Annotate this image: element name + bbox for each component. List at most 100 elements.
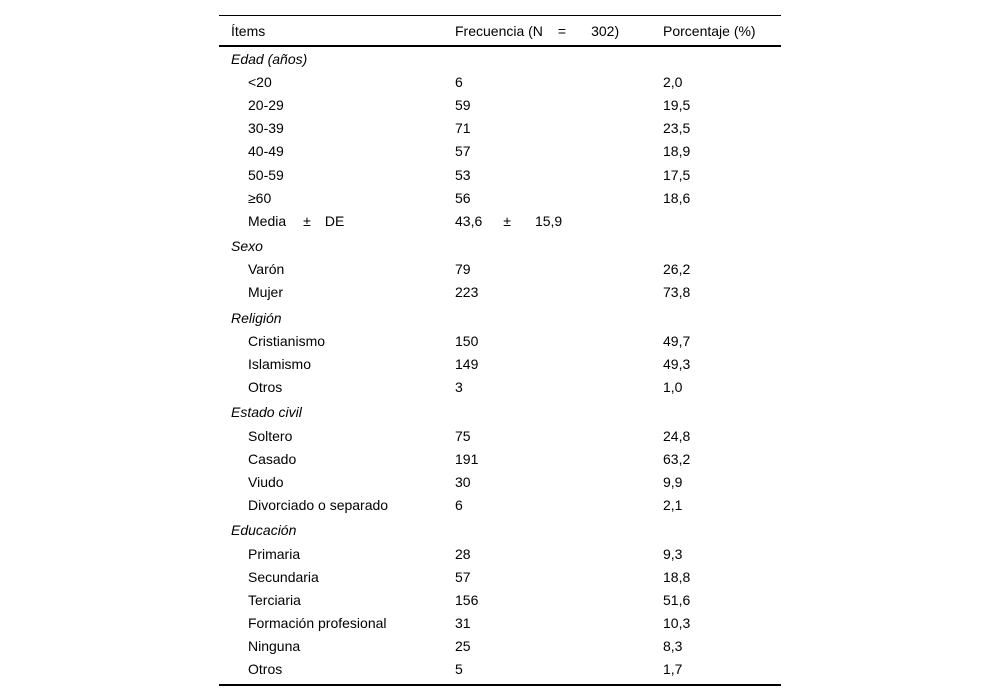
column-header-frequency: Frecuencia (N = 302): [455, 23, 663, 39]
row-percentage: 24,8: [663, 427, 691, 444]
cell-part: 43,6: [455, 212, 483, 229]
cell-part: 15,9: [534, 212, 563, 229]
section-label: Estado civil: [231, 404, 302, 421]
row-frequency: 6: [455, 497, 463, 514]
row-percentage: 18,8: [663, 568, 691, 585]
row-frequency: 57: [455, 143, 471, 160]
section-label: Religión: [231, 309, 282, 326]
cell-part: Media: [248, 212, 287, 229]
cell-part: ±: [303, 212, 311, 229]
column-header-frequency-n: 302): [591, 22, 620, 39]
table-row: Secundaria 57 18,8: [219, 565, 781, 588]
row-frequency: 71: [455, 120, 471, 137]
row-label: Divorciado o separado: [248, 497, 389, 514]
row-percentage: 9,9: [663, 473, 683, 490]
table-row: Media ± DE 43,6 ±15,9: [219, 209, 781, 232]
column-header-items: Ítems: [231, 22, 266, 39]
row-frequency: 59: [455, 96, 471, 113]
row-label: Soltero: [248, 427, 293, 444]
section-label: Sexo: [231, 238, 263, 255]
table-row: 20-29 59 19,5: [219, 93, 781, 116]
row-percentage: 2,0: [663, 73, 683, 90]
section-row: Sexo: [219, 235, 781, 258]
table-row: Cristianismo 150 49,7: [219, 329, 781, 352]
row-frequency: 6: [455, 73, 463, 90]
row-frequency: 223: [455, 284, 479, 301]
table-row: Divorciado o separado 6 2,1: [219, 494, 781, 517]
row-frequency: 56: [455, 189, 471, 206]
row-frequency: 149: [455, 356, 479, 373]
row-frequency: 30: [455, 473, 471, 490]
row-label: 40-49: [248, 143, 284, 160]
row-frequency: 28: [455, 545, 471, 562]
row-label: Otros: [248, 379, 283, 396]
section-row: Religión: [219, 306, 781, 329]
row-label: Viudo: [248, 473, 284, 490]
row-percentage: 1,7: [663, 661, 683, 678]
row-percentage: 23,5: [663, 120, 691, 137]
table-row: Islamismo 149 49,3: [219, 352, 781, 375]
table-row: Terciaria 156 51,6: [219, 588, 781, 611]
row-label: Formación profesional: [248, 615, 387, 632]
row-percentage: 18,6: [663, 189, 691, 206]
column-header-percentage: Porcentaje (%): [663, 22, 756, 39]
row-frequency: 191: [455, 450, 479, 467]
row-percentage: 26,2: [663, 261, 691, 278]
row-frequency: 79: [455, 261, 471, 278]
cell-part: DE: [324, 212, 345, 229]
row-frequency: 43,6 ±15,9: [455, 213, 663, 229]
row-percentage: 10,3: [663, 615, 691, 632]
cell-part: ±: [503, 212, 511, 229]
section-label: Edad (años): [231, 50, 308, 67]
row-percentage: 8,3: [663, 638, 683, 655]
row-label: Primaria: [248, 545, 301, 562]
row-label: <20: [248, 73, 272, 90]
demographics-table: Ítems Frecuencia (N = 302) Porcentaje (%) …: [219, 15, 781, 687]
row-percentage: 19,5: [663, 96, 691, 113]
row-frequency: 75: [455, 427, 471, 444]
row-frequency: 156: [455, 591, 479, 608]
table-row: 50-59 53 17,5: [219, 163, 781, 186]
table-row: 30-39 71 23,5: [219, 117, 781, 140]
row-label: Cristianismo: [248, 332, 326, 349]
section-row: Estado civil: [219, 401, 781, 424]
row-label: 50-59: [248, 166, 284, 183]
row-label: Otros: [248, 661, 283, 678]
row-percentage: 49,3: [663, 356, 691, 373]
row-label: ≥60: [248, 189, 272, 206]
table-row: Otros 5 1,7: [219, 658, 781, 681]
row-label: Ninguna: [248, 638, 301, 655]
row-label: 30-39: [248, 120, 284, 137]
table-body: Edad (años) <20 6 2,0 20-29 59 19,5 30-3…: [219, 47, 781, 687]
table-row: Casado 191 63,2: [219, 447, 781, 470]
row-percentage: 17,5: [663, 166, 691, 183]
table-row: <20 6 2,0: [219, 70, 781, 93]
row-frequency: 31: [455, 615, 471, 632]
row-percentage: 63,2: [663, 450, 691, 467]
table-row: Mujer 223 73,8: [219, 281, 781, 304]
table-header-row: Ítems Frecuencia (N = 302) Porcentaje (%): [219, 15, 781, 47]
row-percentage: 1,0: [663, 379, 683, 396]
section-row: Educación: [219, 519, 781, 542]
row-label: 20-29: [248, 96, 284, 113]
section-row: Edad (años): [219, 47, 781, 70]
table-row: Soltero 75 24,8: [219, 424, 781, 447]
row-label: Islamismo: [248, 356, 312, 373]
table-row: Varón 79 26,2: [219, 258, 781, 281]
table-row: Primaria 28 9,3: [219, 542, 781, 565]
row-frequency: 53: [455, 166, 471, 183]
row-frequency: 150: [455, 332, 479, 349]
table-row: Formación profesional 31 10,3: [219, 612, 781, 635]
row-label: Varón: [248, 261, 285, 278]
table-row: Ninguna 25 8,3: [219, 635, 781, 658]
row-percentage: 51,6: [663, 591, 691, 608]
column-header-frequency-equals: =: [557, 22, 567, 39]
column-header-frequency-part: Frecuencia (N: [455, 22, 543, 39]
row-label: Media ± DE: [219, 213, 455, 229]
table-row: Viudo 30 9,9: [219, 470, 781, 493]
row-label: Mujer: [248, 284, 284, 301]
row-frequency: 25: [455, 638, 471, 655]
row-label: Secundaria: [248, 568, 319, 585]
row-percentage: 49,7: [663, 332, 691, 349]
row-frequency: 5: [455, 661, 463, 678]
